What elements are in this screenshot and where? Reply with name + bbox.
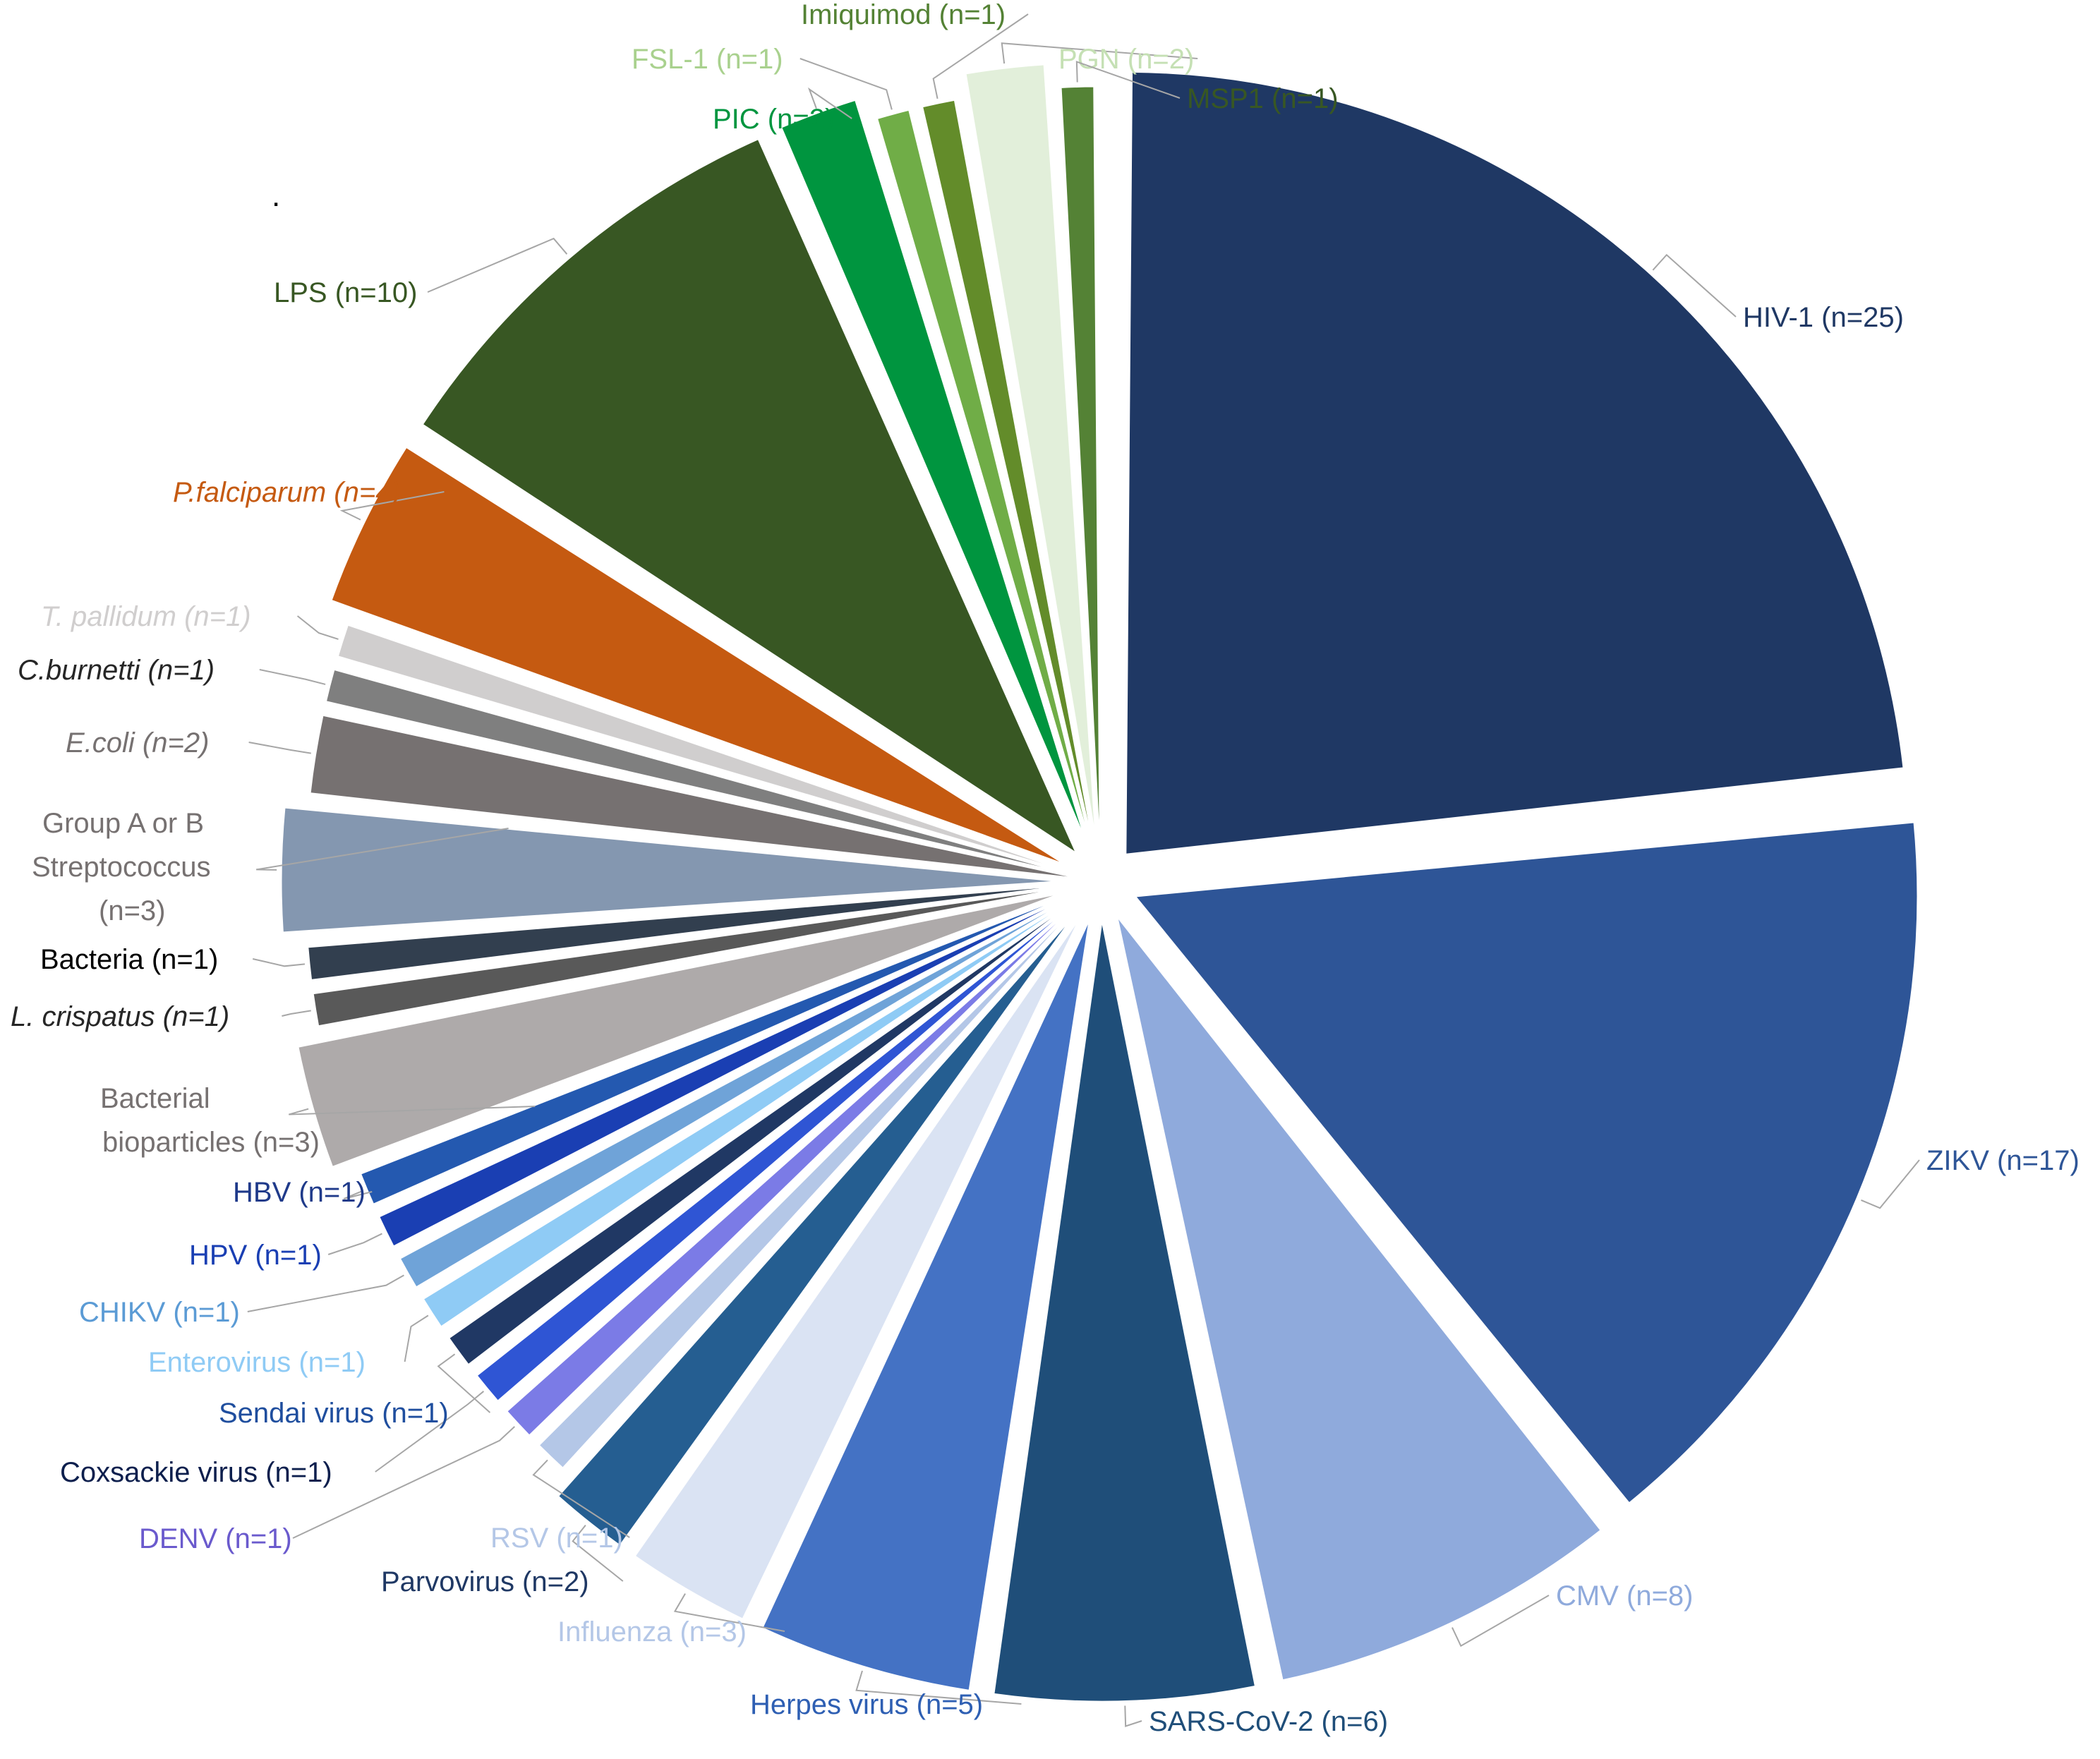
slice-label: SARS-CoV-2 (n=6)	[1149, 1706, 1388, 1737]
leader-line	[296, 615, 339, 640]
leader-line	[437, 1353, 491, 1413]
leader-line	[248, 742, 311, 754]
slice-label: Imiquimod (n=1)	[801, 0, 1006, 30]
pie-slice-herpes-virus	[760, 917, 1092, 1693]
leader-line	[1652, 253, 1737, 318]
pie-slice-cmv	[1115, 914, 1603, 1682]
pie-slice-group-a-or-b-streptococcus	[279, 806, 1065, 934]
slice-label: Influenza (n=3)	[557, 1616, 747, 1648]
slice-label: ZIKV (n=17)	[1926, 1145, 2080, 1176]
leader-line	[252, 958, 306, 967]
slice-label: C.burnetti (n=1)	[18, 655, 215, 686]
slice-label: Parvovirus (n=2)	[381, 1566, 589, 1597]
pie-slice-c-burnetti	[324, 667, 1089, 881]
slice-label: L. crispatus (n=1)	[11, 1001, 229, 1032]
leader-line	[807, 87, 852, 119]
pie-slice-l-crispatus	[311, 883, 1089, 1028]
slice-label: DENV (n=1)	[139, 1523, 292, 1554]
leader-line	[799, 58, 893, 110]
leader-line	[855, 1670, 1022, 1705]
pie-slice-msp1	[1059, 85, 1102, 870]
leader-line	[247, 1274, 404, 1312]
slice-label: Group A or B Streptococcus (n=3)	[32, 808, 210, 926]
slice-label: CMV (n=8)	[1556, 1580, 1694, 1612]
slice-label: LPS (n=10)	[274, 277, 417, 308]
pie-slice-hbv	[358, 885, 1090, 1207]
slice-label: Sendai virus (n=1)	[219, 1398, 449, 1429]
leader-line	[375, 1391, 485, 1473]
slice-label: HBV (n=1)	[233, 1177, 366, 1208]
pie-slice-denv	[505, 890, 1092, 1438]
slice-label: CHIKV (n=1)	[79, 1297, 240, 1328]
pie-slice-coxsackie-virus	[474, 889, 1092, 1403]
slice-label: Bacteria (n=1)	[40, 944, 218, 975]
leader-line	[259, 669, 326, 685]
slice-label: HIV-1 (n=25)	[1743, 302, 1904, 333]
leader-line	[427, 237, 568, 293]
pie-slice-p-falciparum	[329, 445, 1069, 867]
pie-slice-imiquimod	[920, 98, 1099, 870]
leader-line	[532, 1459, 630, 1538]
leader-line	[255, 828, 509, 871]
pie-slice-chikv	[398, 887, 1091, 1290]
slice-label: MSP1 (n=1)	[1187, 83, 1339, 114]
pie-slice-pgn	[964, 63, 1098, 846]
slice-label: E.coli (n=2)	[66, 727, 209, 758]
pie-slice-lps	[421, 137, 1080, 857]
leader-line	[327, 1233, 382, 1255]
pie-slice-pic	[779, 98, 1090, 848]
slice-label: HPV (n=1)	[189, 1240, 322, 1271]
pie-slice-parvovirus	[556, 909, 1079, 1548]
slice-label: Enterovirus (n=1)	[148, 1347, 366, 1378]
slice-label: FSL-1 (n=1)	[632, 44, 783, 75]
leader-line	[288, 1106, 536, 1116]
pie-slice-bacteria	[306, 882, 1089, 982]
pie-slice-e-coli	[308, 713, 1089, 881]
pie-slice-enterovirus	[421, 888, 1091, 1329]
leader-line	[292, 1426, 515, 1539]
leader-line	[282, 1010, 311, 1017]
slice-label: Coxsackie virus (n=1)	[60, 1457, 332, 1488]
leader-line	[343, 1190, 373, 1199]
leader-line	[572, 1525, 624, 1582]
pie-slice-t-pallidum	[336, 623, 1090, 879]
slice-label: P.falciparum (n=4)	[173, 477, 401, 508]
pie-slice-sars-cov-2	[992, 918, 1257, 1703]
slice-label: Bacterial bioparticles (n=3)	[100, 1083, 320, 1158]
pie-slice-influenza	[632, 913, 1084, 1621]
leader-line	[1452, 1595, 1550, 1648]
leader-line	[1075, 61, 1181, 99]
pie-slice-zikv	[1133, 821, 1919, 1506]
leader-line	[339, 491, 445, 521]
leader-line	[1001, 42, 1198, 64]
pie-slice-rsv	[536, 890, 1093, 1470]
pie-slice-sendai-virus	[447, 888, 1092, 1367]
pie-slice-bacterial-bioparticles	[296, 890, 1066, 1169]
pie-slice-hiv-1	[1124, 70, 1905, 857]
stray-mark: .	[272, 179, 280, 213]
leader-line	[1124, 1705, 1142, 1727]
leader-line	[1861, 1159, 1920, 1209]
slice-label: Herpes virus (n=5)	[750, 1689, 983, 1720]
slice-label: PGN (n=2)	[1058, 44, 1194, 75]
pie-slice-fsl-1	[875, 108, 1099, 871]
leader-line	[673, 1593, 785, 1632]
leader-line	[932, 13, 1029, 99]
slice-label: RSV (n=1)	[490, 1523, 623, 1554]
pie-slice-hpv	[377, 886, 1090, 1249]
slice-label: T. pallidum (n=1)	[41, 601, 251, 632]
slice-label: PIC (n=2)	[713, 104, 834, 135]
leader-line	[404, 1314, 429, 1362]
